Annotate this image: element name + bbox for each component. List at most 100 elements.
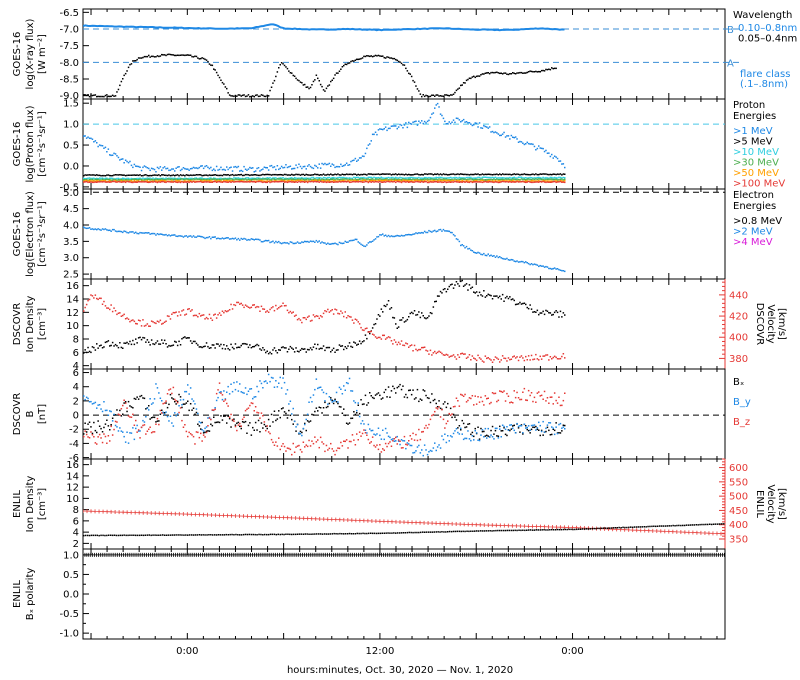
series-point [165,343,167,345]
series-point [366,180,368,183]
series-point [130,432,133,434]
series-point [158,167,160,170]
series-point [263,349,266,351]
series-point [302,173,305,176]
series-point [426,350,429,352]
series-point [87,181,89,184]
series-point [363,245,365,247]
series-point [341,178,344,180]
series-point [439,113,442,115]
series-point [470,433,472,436]
series-point [457,181,459,183]
series-point [189,433,192,435]
series-point [107,174,110,176]
series-point [561,180,563,182]
series-point [413,120,416,123]
series-point [461,177,463,179]
series-point [464,393,466,396]
series-point [101,178,104,180]
series-point [343,408,345,410]
series-point [376,55,378,57]
series-point [438,181,440,183]
series-point [483,436,485,438]
series-point [106,419,108,421]
series-point [207,236,209,239]
series-point [152,232,154,235]
series-point [198,421,201,423]
series-point [241,174,244,177]
series-point [432,174,435,176]
series-point [454,235,456,237]
series-point [383,173,385,175]
series-point [83,435,85,438]
series-point [408,173,410,176]
series-point [374,180,377,183]
series-point [305,168,307,170]
series-point [88,174,91,176]
series-point [542,265,544,267]
series-point [104,94,107,97]
series-point [221,394,224,396]
series-point [312,346,315,348]
series-point [211,64,214,67]
series-point [330,181,332,183]
series-point [412,178,414,180]
series-point [540,265,543,267]
series-point [358,323,361,325]
series-point [98,179,101,181]
series-point [202,174,205,177]
series-point [304,317,306,319]
series-point [444,354,446,356]
series-point [434,181,436,183]
series-point [286,67,289,70]
series-point [156,174,159,177]
series-point [91,346,94,348]
series-point [100,408,102,410]
series-point [104,177,107,180]
series-point [228,178,231,180]
series-point [84,349,86,351]
series-point [223,180,225,182]
series-point [185,181,188,183]
series-point [156,178,159,181]
series-point [530,180,533,182]
series-point [429,116,432,119]
series-point [127,174,130,176]
series-point [425,394,427,397]
series-point [220,166,222,169]
series-point [228,180,231,182]
series-point [233,418,235,420]
series-point [439,178,442,181]
series-point [279,242,281,244]
legend-title: Electron [733,190,774,201]
series-point [276,445,279,447]
series-point [509,176,511,179]
series-point [535,429,537,431]
series-point [309,86,312,89]
series-point [360,435,362,437]
series-point [494,356,497,358]
series-point [283,178,286,181]
series-point [292,74,294,77]
series-point [462,285,465,287]
series-point [122,174,124,176]
series-point [301,179,303,182]
series-point [207,425,209,427]
series-point [163,181,166,183]
series-point [413,179,416,182]
series-point [302,317,305,319]
series-point [503,180,505,183]
series-point [499,177,501,179]
series-point [126,177,128,180]
series-point [444,177,446,179]
series-point [84,430,86,432]
series-point [373,444,375,447]
y-tick-label: 8 [73,505,79,516]
series-point [123,74,125,77]
series-point [240,169,242,172]
series-point [386,337,388,339]
series-point [149,418,151,420]
series-point [366,147,368,150]
series-point [136,431,138,433]
series-point [182,178,185,180]
